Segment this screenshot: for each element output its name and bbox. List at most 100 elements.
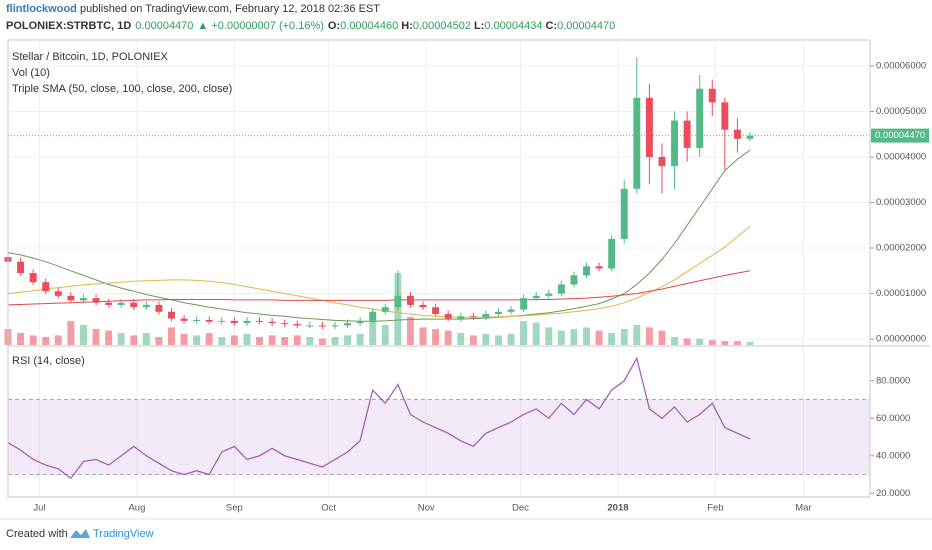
candle-body bbox=[318, 325, 326, 327]
volume-bar bbox=[193, 335, 201, 345]
candle-body bbox=[583, 266, 590, 276]
volume-bar bbox=[683, 338, 691, 345]
candle-body bbox=[54, 291, 62, 296]
candle-body bbox=[457, 316, 465, 319]
candle-body bbox=[721, 102, 729, 130]
candle-body bbox=[344, 323, 352, 326]
volume-label: Vol (10) bbox=[12, 67, 50, 79]
y-tick-label: 0.00006000 bbox=[876, 60, 926, 71]
candle-body bbox=[142, 304, 150, 308]
volume-bar bbox=[17, 333, 25, 345]
candle-body bbox=[268, 321, 276, 324]
volume-bar bbox=[205, 333, 213, 345]
volume-bar bbox=[532, 322, 540, 345]
h-label: H: bbox=[401, 20, 413, 32]
volume-bar bbox=[507, 333, 515, 345]
candle-body bbox=[281, 323, 289, 325]
candle-body bbox=[532, 295, 540, 299]
candle-body bbox=[733, 129, 741, 139]
footer-brand[interactable]: TradingView bbox=[93, 528, 154, 540]
volume-bar bbox=[29, 335, 37, 345]
brand-logo bbox=[70, 529, 90, 538]
candle-body bbox=[29, 273, 37, 283]
candle-body bbox=[482, 314, 490, 318]
sma-line bbox=[7, 225, 751, 318]
candle-body bbox=[708, 88, 716, 103]
volume-bar bbox=[281, 337, 289, 345]
price-tag-label: 0.00004470 bbox=[875, 130, 925, 141]
candle-body bbox=[79, 298, 87, 301]
quote-line: POLONIEX:STRBTC, 1D 0.00004470 ▲ +0.000000… bbox=[6, 20, 615, 32]
footer-created: Created with bbox=[6, 528, 68, 540]
candle-body bbox=[369, 311, 377, 321]
high: 0.00004502 bbox=[413, 20, 471, 32]
x-tick-label: 2018 bbox=[607, 503, 628, 514]
volume-bar bbox=[293, 335, 301, 345]
candle-body bbox=[595, 266, 603, 269]
volume-bar bbox=[419, 327, 427, 345]
volume-bar bbox=[482, 333, 490, 345]
candle-body bbox=[105, 302, 113, 305]
volume-bar bbox=[230, 335, 238, 345]
volume-bar bbox=[608, 333, 616, 345]
x-tick-label: Jul bbox=[33, 503, 45, 514]
candle-body bbox=[92, 298, 100, 303]
plot: Jul Aug Sep Oct Nov Dec 2018 Feb Mar 0.00000000 0.… bbox=[4, 40, 929, 514]
volume-bar bbox=[168, 327, 175, 345]
candle-body bbox=[419, 304, 427, 308]
candle-body bbox=[658, 156, 666, 167]
candle-body bbox=[545, 293, 553, 296]
candle-body bbox=[67, 295, 75, 301]
y-tick-label: 0.00004000 bbox=[876, 152, 926, 163]
volume-bar bbox=[331, 337, 339, 345]
volume-bar bbox=[495, 335, 502, 345]
candle-body bbox=[293, 324, 301, 326]
volume-bar bbox=[180, 333, 188, 345]
candle-body bbox=[331, 325, 339, 327]
volume-bar bbox=[381, 325, 389, 345]
y-tick-label: 0.00003000 bbox=[876, 197, 926, 208]
price-tag bbox=[871, 128, 929, 143]
candle-body bbox=[557, 284, 565, 294]
volume-bar bbox=[633, 325, 641, 345]
volume-bar bbox=[708, 340, 716, 345]
y-tick-label: 0.00005000 bbox=[876, 106, 926, 117]
symbol: POLONIEX:STRBTC, 1D bbox=[6, 20, 131, 32]
o-label: O: bbox=[328, 20, 340, 32]
sma-line bbox=[7, 270, 751, 306]
candle-body bbox=[230, 320, 238, 324]
volume-bar bbox=[721, 341, 729, 345]
volume-bar bbox=[696, 338, 704, 345]
volume-bar bbox=[105, 330, 113, 345]
volume-bar bbox=[570, 329, 578, 345]
volume-bar bbox=[557, 330, 565, 345]
candle-body bbox=[696, 88, 704, 148]
volume-bar bbox=[406, 317, 414, 345]
candle-body bbox=[406, 295, 414, 305]
volume-bar bbox=[620, 329, 628, 345]
sma-label: Triple SMA (50, close, 100, close, 200, … bbox=[12, 83, 232, 95]
volume-bar bbox=[583, 327, 590, 345]
volume-bar bbox=[356, 333, 364, 345]
candle-body bbox=[432, 307, 440, 315]
chart-title: Stellar / Bitcoin, 1D, POLONIEX bbox=[12, 51, 169, 63]
candle-body bbox=[444, 314, 452, 319]
volume-bar bbox=[645, 327, 653, 345]
y-tick-label: 80.0000 bbox=[876, 375, 910, 386]
volume-bar bbox=[306, 337, 314, 345]
candle-body bbox=[218, 320, 226, 322]
y-tick-label: 0.00002000 bbox=[876, 243, 926, 254]
x-tick-label: Nov bbox=[418, 503, 435, 514]
volume-bar bbox=[92, 329, 100, 345]
x-tick-label: Feb bbox=[707, 503, 723, 514]
candle-body bbox=[394, 295, 402, 308]
candle-body bbox=[671, 120, 679, 167]
volume-bar bbox=[155, 337, 163, 345]
candle-body bbox=[155, 304, 163, 312]
candle-body bbox=[633, 97, 641, 189]
y-tick-label: 40.0000 bbox=[876, 450, 910, 461]
x-tick-label: Dec bbox=[512, 503, 529, 514]
author[interactable]: flintlockwood bbox=[6, 3, 77, 15]
